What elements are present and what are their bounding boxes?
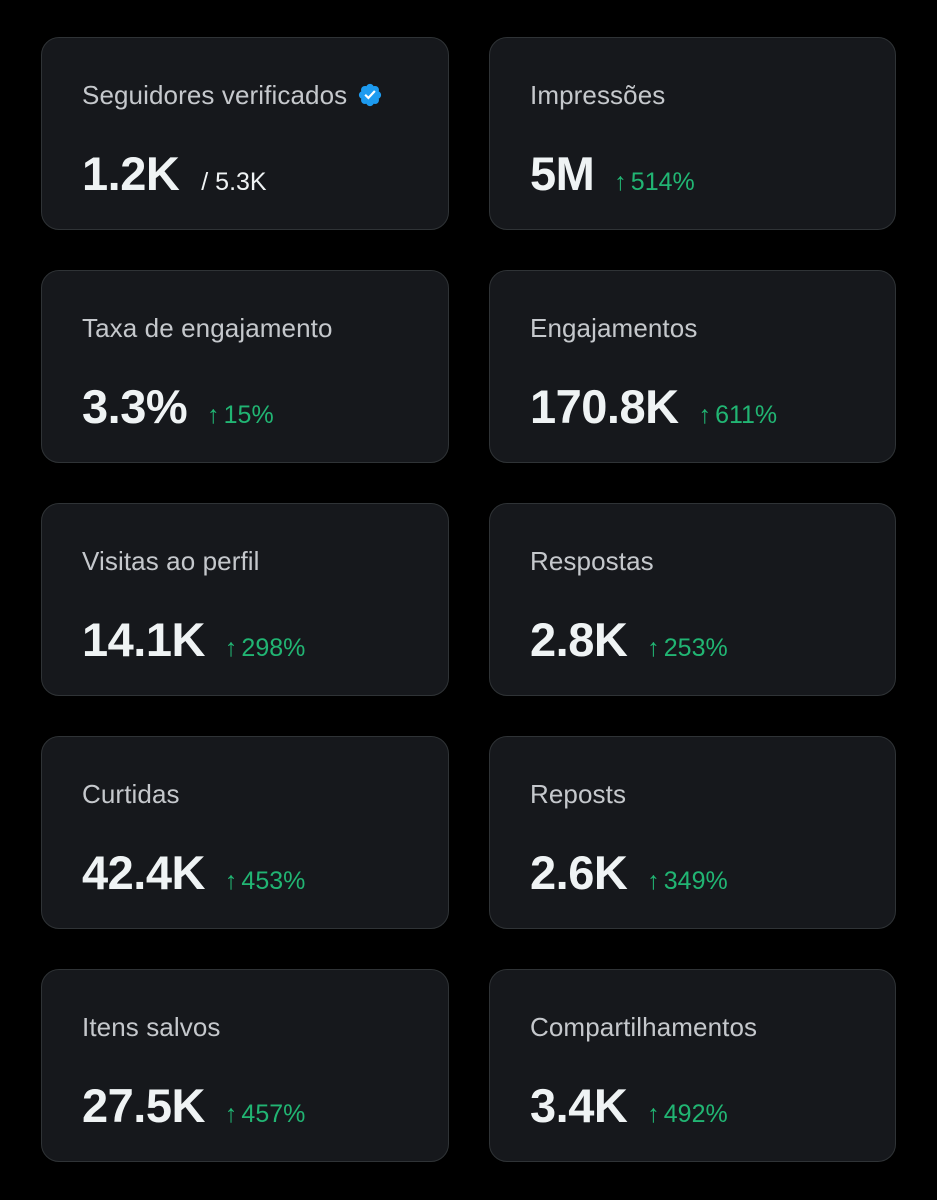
arrow-up-icon: ↑ (647, 1100, 660, 1128)
metric-value: 3.3% (82, 380, 188, 433)
metric-value: 42.4K (82, 846, 205, 899)
metric-label-row: Visitas ao perfil (82, 544, 260, 578)
metric-value: 2.8K (530, 613, 628, 666)
metric-value-row: 42.4K ↑ 453% (82, 845, 305, 900)
arrow-up-icon: ↑ (224, 867, 238, 895)
arrow-up-icon: ↑ (647, 867, 660, 895)
metric-card-verified-followers[interactable]: Seguidores verificados 1.2K / 5.3K (41, 37, 449, 230)
metric-label-row: Impressões (530, 78, 665, 112)
metric-value: 27.5K (82, 1079, 205, 1132)
metric-change: ↑ 492% (647, 1100, 727, 1129)
metric-label: Curtidas (82, 778, 180, 809)
metric-change-value: 15% (223, 401, 274, 429)
arrow-up-icon: ↑ (614, 168, 627, 196)
metric-change-value: 298% (241, 634, 306, 662)
metric-value: 3.4K (530, 1079, 628, 1132)
metric-value-row: 2.6K ↑ 349% (530, 845, 728, 900)
metric-card-impressions[interactable]: Impressões 5M ↑ 514% (489, 37, 896, 230)
arrow-up-icon: ↑ (647, 634, 660, 662)
metric-label: Seguidores verificados (82, 79, 348, 110)
metric-label: Visitas ao perfil (82, 545, 260, 576)
metric-value-row: 5M ↑ 514% (530, 146, 695, 201)
metric-value-row: 3.4K ↑ 492% (530, 1078, 728, 1133)
metric-value-row: 14.1K ↑ 298% (82, 612, 305, 667)
metric-value-row: 2.8K ↑ 253% (530, 612, 728, 667)
metric-card-likes[interactable]: Curtidas 42.4K ↑ 453% (41, 736, 449, 929)
metric-card-reposts[interactable]: Reposts 2.6K ↑ 349% (489, 736, 896, 929)
metric-label-row: Curtidas (82, 777, 180, 811)
metric-card-replies[interactable]: Respostas 2.8K ↑ 253% (489, 503, 896, 696)
metric-label: Respostas (530, 545, 654, 576)
metric-card-engagements[interactable]: Engajamentos 170.8K ↑ 611% (489, 270, 896, 463)
metric-label: Compartilhamentos (530, 1011, 758, 1042)
metric-value: 5M (530, 147, 595, 200)
arrow-up-icon: ↑ (224, 1100, 238, 1128)
verified-badge-icon (357, 82, 383, 108)
metric-total: / 5.3K (201, 168, 267, 196)
metric-card-engagement-rate[interactable]: Taxa de engajamento 3.3% ↑ 15% (41, 270, 449, 463)
metric-label-row: Seguidores verificados (82, 78, 383, 112)
metric-change: ↑ 349% (647, 867, 727, 896)
metric-value-row: 3.3% ↑ 15% (82, 379, 274, 434)
metric-change: ↑ 253% (647, 634, 727, 663)
metric-label-row: Compartilhamentos (530, 1010, 757, 1044)
metric-change-value: 457% (241, 1100, 306, 1128)
metric-change: ↑ 611% (699, 401, 778, 430)
metric-card-shares[interactable]: Compartilhamentos 3.4K ↑ 492% (489, 969, 896, 1162)
metric-value: 170.8K (530, 380, 679, 433)
arrow-up-icon: ↑ (698, 401, 712, 429)
metric-change: ↑ 298% (225, 634, 305, 663)
metric-label-row: Engajamentos (530, 311, 697, 345)
metric-change-value: 611% (715, 401, 778, 429)
arrow-up-icon: ↑ (224, 634, 238, 662)
metric-change-value: 453% (241, 867, 306, 895)
metric-label: Engajamentos (530, 312, 698, 343)
metric-label-row: Reposts (530, 777, 626, 811)
metric-change: ↑ 457% (225, 1100, 305, 1129)
metric-change: ↑ 453% (225, 867, 305, 896)
metric-value-row: 170.8K ↑ 611% (530, 379, 777, 434)
metric-change: ↑ 514% (614, 168, 694, 197)
metric-label-row: Respostas (530, 544, 654, 578)
metric-change-value: 253% (663, 634, 728, 662)
metric-label: Impressões (530, 79, 666, 110)
arrow-up-icon: ↑ (207, 401, 220, 429)
metric-change: ↑ 15% (207, 401, 274, 430)
metric-value-row: 1.2K / 5.3K (82, 146, 267, 201)
metric-change-value: 514% (630, 168, 695, 196)
metric-value: 1.2K (82, 147, 180, 200)
metric-label: Reposts (530, 778, 627, 809)
metric-label: Taxa de engajamento (82, 312, 333, 343)
metric-value: 2.6K (530, 846, 628, 899)
metric-label-row: Taxa de engajamento (82, 311, 333, 345)
metric-change-value: 492% (663, 1100, 728, 1128)
metric-change-value: 349% (663, 867, 728, 895)
metric-value-row: 27.5K ↑ 457% (82, 1078, 305, 1133)
metric-card-profile-visits[interactable]: Visitas ao perfil 14.1K ↑ 298% (41, 503, 449, 696)
metrics-grid: Seguidores verificados 1.2K / 5.3K Impre… (41, 37, 896, 1162)
metric-value: 14.1K (82, 613, 205, 666)
metric-label-row: Itens salvos (82, 1010, 221, 1044)
metric-label: Itens salvos (82, 1011, 221, 1042)
metric-card-bookmarks[interactable]: Itens salvos 27.5K ↑ 457% (41, 969, 449, 1162)
